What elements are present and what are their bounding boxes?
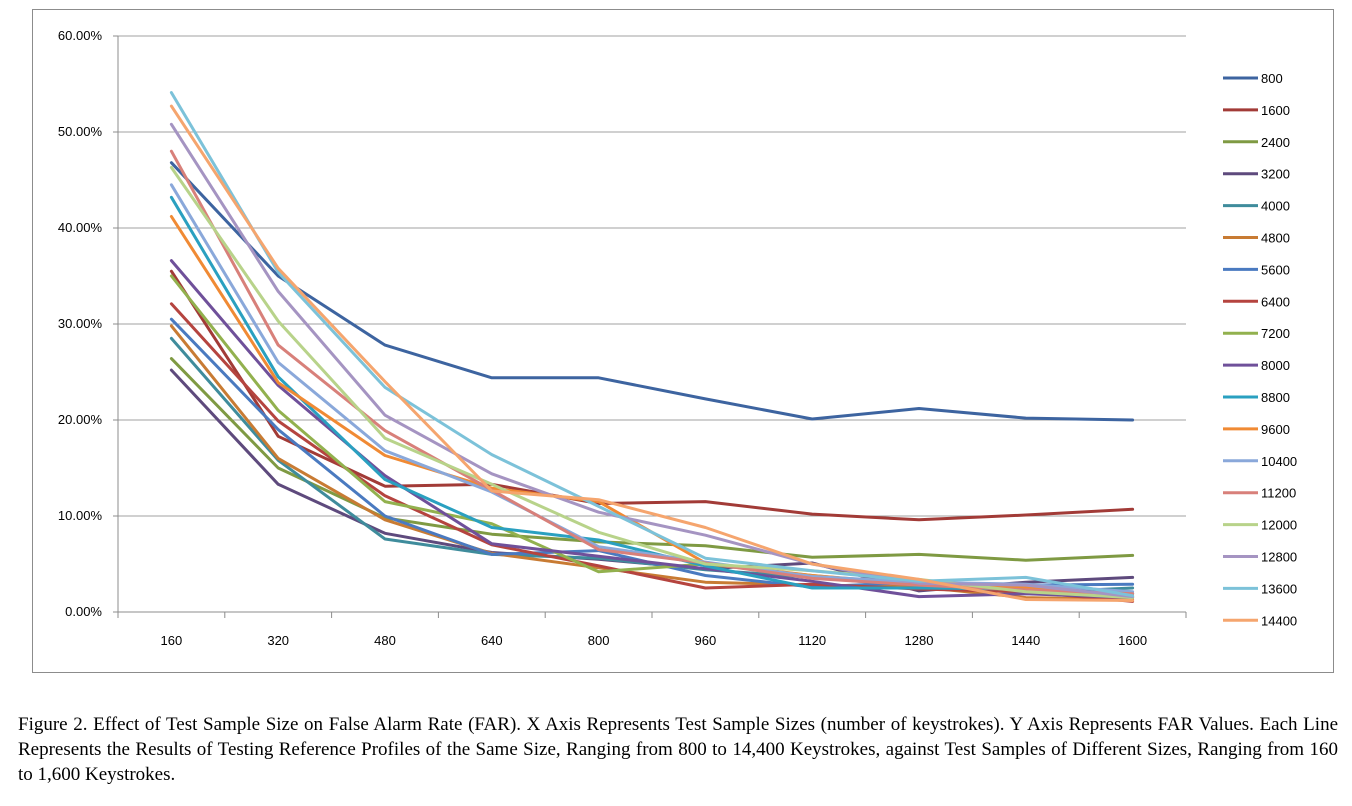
- x-tick-label: 1280: [905, 633, 934, 648]
- legend-label: 1600: [1261, 103, 1290, 118]
- y-tick-label: 60.00%: [58, 28, 103, 43]
- series-line-12800: [169, 122, 1135, 599]
- x-tick-label: 480: [374, 633, 396, 648]
- legend-label: 12800: [1261, 550, 1297, 565]
- series-line-14400: [169, 104, 1135, 602]
- y-tick-label: 20.00%: [58, 412, 103, 427]
- x-tick-label: 800: [588, 633, 610, 648]
- legend-label: 3200: [1261, 167, 1290, 182]
- y-tick-label: 40.00%: [58, 220, 103, 235]
- x-tick-label: 1440: [1011, 633, 1040, 648]
- legend-label: 10400: [1261, 454, 1297, 469]
- legend-label: 4800: [1261, 231, 1290, 246]
- chart-frame: 0.00% 10.00% 20.00% 30.00% 40.00% 50.00% 60.00…: [32, 9, 1334, 673]
- grid-lines: [118, 35, 1186, 613]
- legend-label: 12000: [1261, 518, 1297, 533]
- series-line-1600: [169, 269, 1135, 522]
- legend-label: 13600: [1261, 581, 1297, 596]
- series-line-11200: [169, 149, 1135, 596]
- series-line-13600: [169, 91, 1135, 598]
- legend-label: 6400: [1261, 294, 1290, 309]
- x-tick-label: 640: [481, 633, 503, 648]
- legend: 800 1600 2400 3200 4000 4800 5600 6400 7200 8000 8…: [1223, 71, 1297, 628]
- legend-label: 800: [1261, 71, 1283, 86]
- figure-caption: Figure 2. Effect of Test Sample Size on …: [18, 714, 1338, 785]
- x-tick-label: 1600: [1118, 633, 1147, 648]
- x-tick-label: 320: [267, 633, 289, 648]
- y-tick-label: 30.00%: [58, 316, 103, 331]
- series-line-4800: [169, 324, 1135, 601]
- axes: 0.00% 10.00% 20.00% 30.00% 40.00% 50.00% 60.00…: [58, 28, 1187, 648]
- series-line-8000: [169, 259, 1135, 600]
- y-tick-label: 50.00%: [58, 124, 103, 139]
- series-line-2400: [169, 357, 1135, 562]
- line-chart: 0.00% 10.00% 20.00% 30.00% 40.00% 50.00% 60.00…: [58, 28, 1297, 648]
- legend-label: 7200: [1261, 326, 1290, 341]
- legend-label: 9600: [1261, 422, 1290, 437]
- series-line-9600: [169, 215, 1135, 599]
- legend-label: 8800: [1261, 390, 1290, 405]
- series-lines: [169, 91, 1135, 603]
- x-tick-label: 160: [161, 633, 183, 648]
- series-line-800: [169, 161, 1135, 422]
- series-line-8800: [169, 195, 1135, 596]
- legend-label: 4000: [1261, 199, 1290, 214]
- legend-label: 8000: [1261, 358, 1290, 373]
- x-tick-label: 960: [695, 633, 717, 648]
- legend-label: 14400: [1261, 613, 1297, 628]
- legend-label: 2400: [1261, 135, 1290, 150]
- x-tick-label: 1120: [798, 633, 826, 648]
- legend-label: 11200: [1261, 486, 1296, 501]
- y-tick-label: 0.00%: [65, 604, 102, 619]
- legend-label: 5600: [1261, 262, 1290, 277]
- y-tick-label: 10.00%: [58, 508, 103, 523]
